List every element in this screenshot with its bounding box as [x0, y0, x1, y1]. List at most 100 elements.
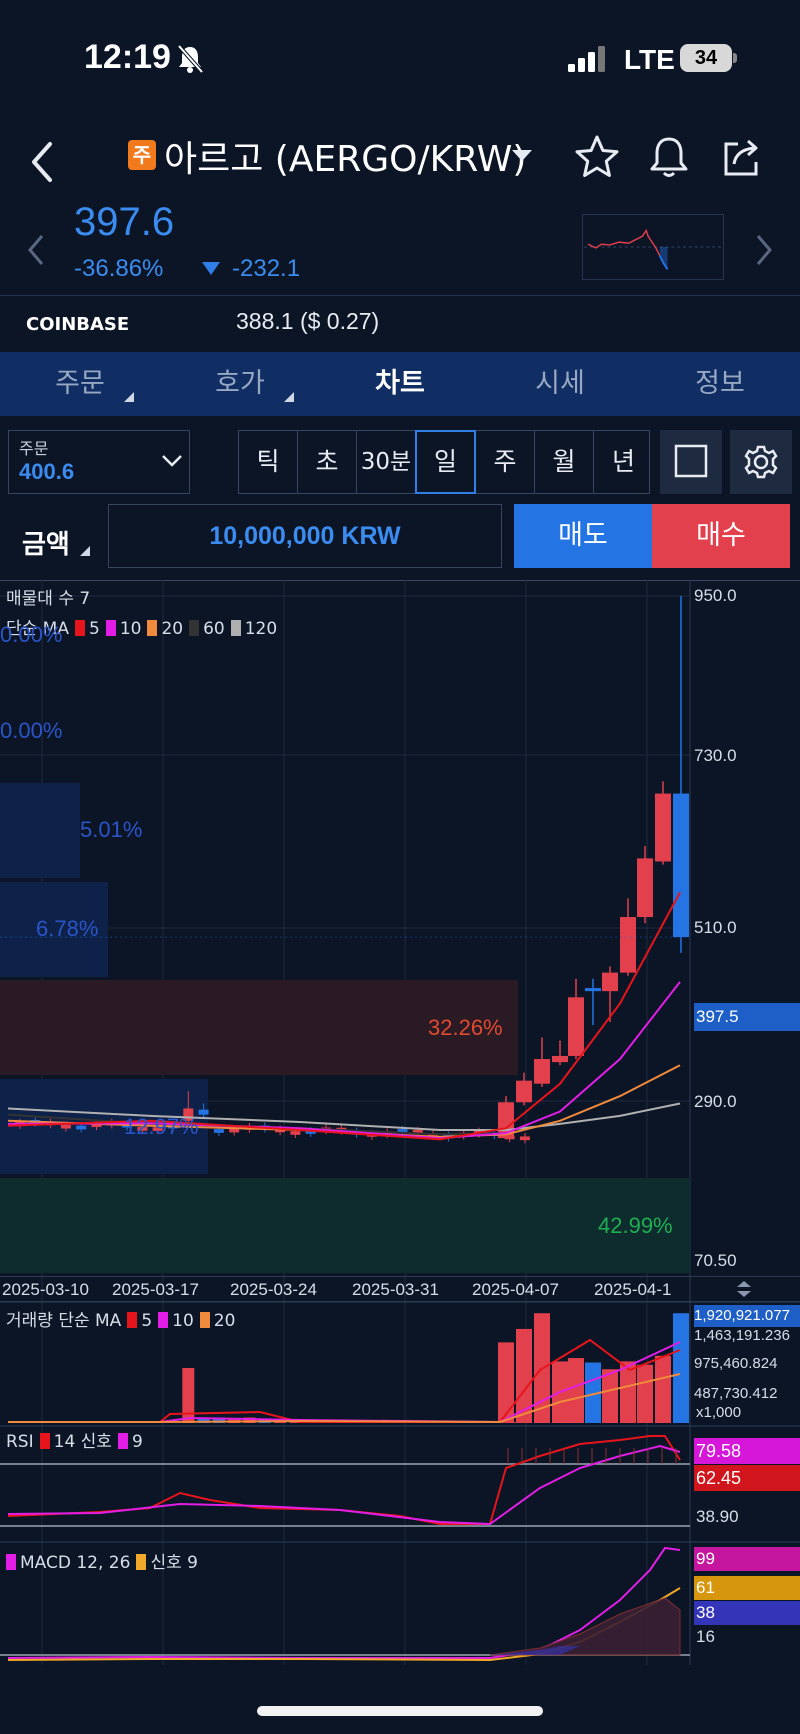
macd-swatch	[6, 1554, 16, 1570]
exchange-price: 388.1 ($ 0.27)	[236, 308, 380, 334]
date-axis	[0, 1276, 800, 1302]
rsi-legend: RSI 14 신호 9	[6, 1427, 143, 1452]
share-icon[interactable]	[716, 132, 766, 182]
ma5-label: 5	[88, 619, 100, 639]
volume-profile-title: 매물대 수 7	[6, 589, 91, 609]
layout-button[interactable]	[660, 430, 722, 494]
rsi-signal-value: 62.45	[696, 1468, 742, 1488]
period-day[interactable]: 일	[415, 430, 476, 494]
price-axis-label: 730.0	[694, 746, 737, 765]
volume-bar	[197, 1417, 210, 1423]
signal-icon	[568, 46, 605, 72]
volume-legend-prefix: 거래량 단순 MA	[6, 1311, 122, 1331]
next-coin-arrow-icon[interactable]	[752, 230, 776, 270]
candle-body	[137, 1127, 148, 1131]
ma5-line	[7, 891, 681, 1141]
ma-legend: 단순 MA 5 10 20 60 120	[6, 614, 277, 639]
macd-signal-tag	[694, 1576, 800, 1600]
profile-pct: 12.97%	[124, 1114, 199, 1139]
volume-profile-bar	[0, 1178, 690, 1273]
period-30min[interactable]: 30분	[357, 431, 416, 493]
macd-value-tag	[694, 1547, 800, 1571]
vol-ma20-swatch	[199, 1312, 210, 1328]
amount-input[interactable]: 10,000,000 KRW	[108, 504, 502, 568]
date-label: 2025-03-31	[352, 1280, 439, 1299]
candle-body	[620, 917, 636, 973]
ma10-swatch	[105, 620, 116, 636]
exchange-row: COINBASE 388.1 ($ 0.27)	[0, 296, 800, 352]
candle-body	[412, 1129, 423, 1134]
volume-axis-label: 1,920,921.077	[694, 1307, 790, 1324]
amount-label[interactable]: 금액	[22, 530, 70, 560]
price-axis-label: 70.50	[694, 1251, 737, 1270]
coin-title[interactable]: 아르고 (AERGO/KRW)	[164, 139, 527, 180]
ma5-swatch	[74, 620, 85, 636]
period-second[interactable]: 초	[298, 431, 357, 493]
exchange-name: COINBASE	[26, 314, 130, 335]
date-label: 2025-04-07	[472, 1280, 559, 1299]
order-price-label: 주문	[19, 439, 49, 458]
tab-info[interactable]: 정보	[680, 352, 760, 416]
candle-body	[552, 1055, 568, 1063]
period-month[interactable]: 월	[535, 431, 594, 493]
tab-orderbook-label: 호가	[215, 368, 265, 399]
buy-button[interactable]: 매수	[652, 504, 790, 568]
ma120-line	[7, 1102, 681, 1132]
period-year[interactable]: 년	[611, 447, 635, 476]
vol-ma10-swatch	[158, 1312, 169, 1328]
price-axis-label: 290.0	[694, 1092, 737, 1111]
volume-axis-unit: x1,000	[696, 1404, 742, 1421]
tab-info-label: 정보	[695, 368, 745, 399]
battery-cap	[733, 53, 737, 63]
change-percent: -36.86%	[74, 255, 164, 282]
ma20-label: 20	[161, 619, 184, 639]
candle-body	[198, 1109, 209, 1115]
tab-order[interactable]: 주문	[40, 352, 134, 416]
battery-indicator: 34	[680, 44, 732, 72]
sell-button[interactable]: 매도	[514, 504, 652, 568]
date-label: 2025-03-17	[112, 1280, 199, 1299]
divider	[0, 580, 800, 581]
coin-select-caret-icon[interactable]	[512, 150, 532, 161]
tab-orderbook[interactable]: 호가	[200, 352, 294, 416]
profile-pct: 0.00%	[0, 622, 63, 647]
period-tick[interactable]: 틱	[239, 431, 298, 493]
price-summary: 397.6 -36.86% -232.1	[0, 200, 800, 295]
profile-pct: 0.00%	[0, 718, 63, 743]
mini-price-chart[interactable]	[582, 214, 724, 280]
rsi-signal-label: 신호	[80, 1432, 112, 1452]
tab-chart[interactable]: 차트	[360, 352, 440, 416]
candle-body	[568, 997, 584, 1056]
back-arrow-icon[interactable]	[22, 132, 72, 192]
ma20-swatch	[147, 620, 158, 636]
volume-profile-bar	[0, 783, 80, 878]
candle-body	[637, 858, 653, 918]
candle-body	[229, 1128, 240, 1133]
expand-arrows-icon[interactable]	[734, 1280, 754, 1298]
macd-axis-label: 16	[696, 1627, 715, 1646]
volume-bar	[655, 1355, 671, 1423]
alert-bell-icon[interactable]	[644, 132, 694, 182]
vol-ma20-line	[8, 1373, 681, 1424]
candle-body	[397, 1129, 408, 1133]
favorite-star-icon[interactable]	[572, 132, 622, 182]
candle-body	[673, 793, 689, 938]
tab-market[interactable]: 시세	[520, 352, 600, 416]
prev-coin-arrow-icon[interactable]	[24, 230, 48, 270]
order-price-dropdown[interactable]: 주문 400.6	[8, 430, 190, 494]
candle-body	[428, 1133, 439, 1138]
volume-bar	[620, 1361, 636, 1423]
candle-body	[655, 793, 671, 862]
candle-body	[519, 1136, 530, 1141]
profile-pct: 32.26%	[428, 1015, 503, 1040]
tab-order-tri-icon	[124, 392, 134, 402]
candle-body	[585, 988, 601, 992]
candlestick-chart[interactable]	[0, 580, 800, 1670]
chart-settings-button[interactable]	[730, 430, 792, 494]
ma10-line	[7, 981, 681, 1140]
tab-market-label: 시세	[535, 368, 585, 399]
period-week[interactable]: 주	[476, 431, 535, 493]
volume-profile-bar	[0, 882, 108, 977]
volume-bar	[673, 1313, 689, 1423]
macd-histogram	[489, 1597, 681, 1656]
